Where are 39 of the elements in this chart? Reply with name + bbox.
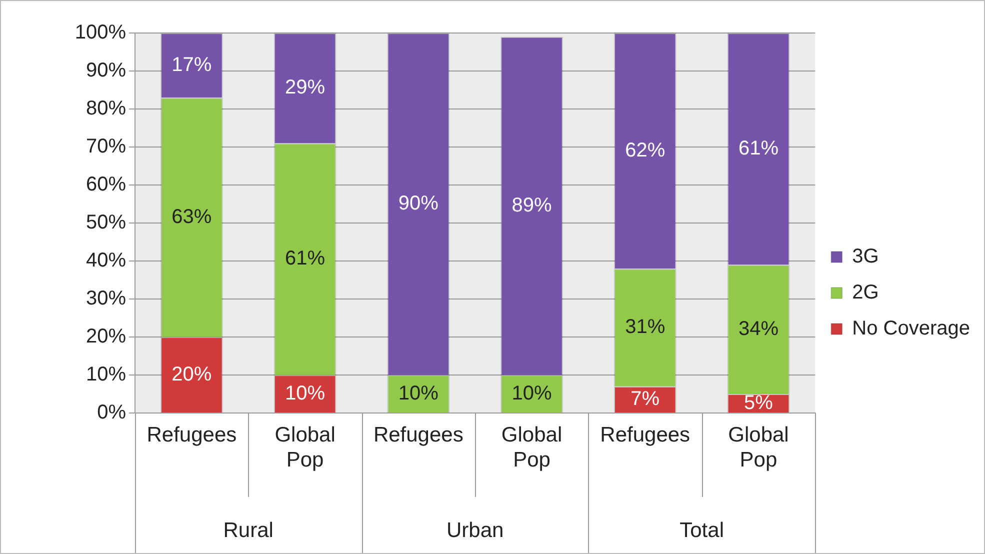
y-tick-label: 30% — [86, 288, 126, 310]
data-label: 7% — [630, 388, 660, 410]
data-label: 10% — [285, 382, 326, 404]
text: Urban — [446, 518, 504, 542]
y-tick-label: 0% — [97, 402, 126, 424]
data-label: 89% — [512, 194, 552, 216]
data-label: 5% — [744, 392, 774, 414]
data-label: 34% — [738, 318, 779, 340]
x-tick-label: Refugees — [600, 423, 690, 446]
data-label: 61% — [738, 137, 779, 160]
legend-label: 2G — [852, 282, 879, 304]
y-tick-label: 100% — [74, 22, 126, 44]
data-label: 29% — [285, 76, 326, 99]
legend-label: 3G — [852, 246, 879, 268]
data-label: 90% — [398, 192, 439, 215]
data-label: 10% — [512, 382, 552, 404]
data-label: 10% — [398, 382, 439, 404]
text: Total — [680, 518, 724, 542]
y-tick-label: 80% — [86, 98, 126, 120]
x-tick-label: Global Pop — [274, 423, 336, 472]
y-tick-label: 20% — [86, 326, 126, 348]
legend-label: No Coverage — [852, 318, 970, 340]
y-tick-label: 70% — [86, 136, 126, 158]
data-label: 20% — [172, 363, 212, 386]
x-tick-label: Refugees — [373, 423, 464, 446]
data-label: 61% — [285, 248, 326, 270]
y-tick-label: 50% — [86, 212, 126, 234]
data-label: 63% — [172, 206, 212, 228]
x-tick-label: Global Pop — [501, 423, 562, 472]
data-label: 62% — [625, 139, 666, 162]
y-tick-label: 10% — [86, 364, 126, 386]
x-tick-label: Global Pop — [728, 423, 789, 472]
x-tick-label: Refugees — [146, 423, 237, 446]
y-tick-label: 60% — [86, 174, 126, 196]
text: Rural — [223, 518, 274, 542]
data-label: 17% — [172, 54, 212, 76]
y-tick-label: 40% — [86, 250, 126, 272]
y-tick-label: 90% — [86, 60, 126, 82]
data-label: 31% — [625, 316, 666, 338]
